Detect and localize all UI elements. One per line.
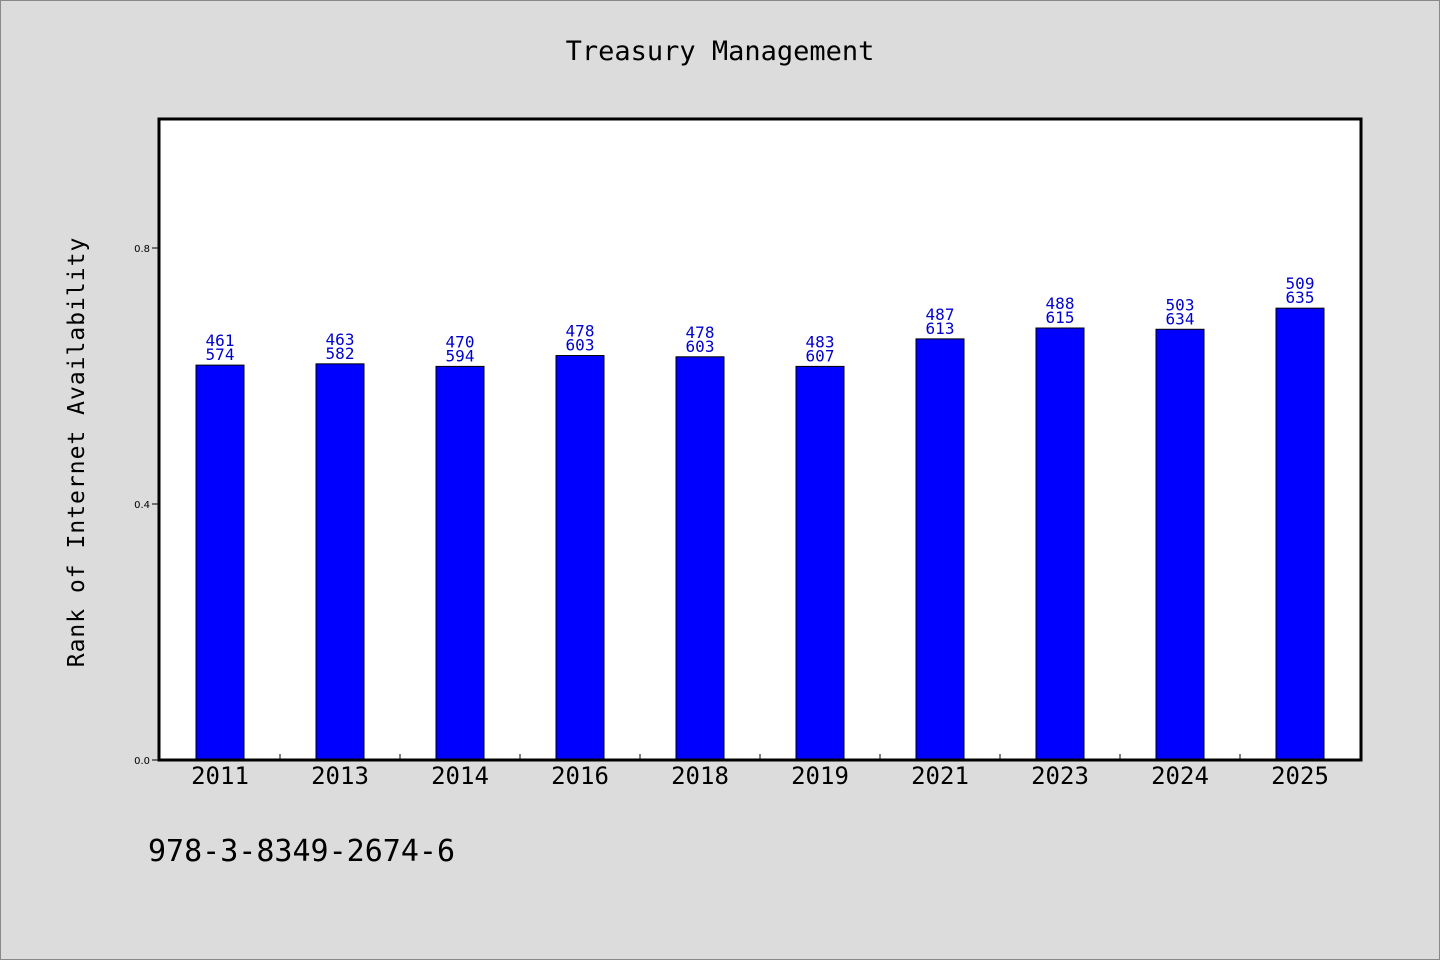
- y-tick-label: 0.0: [134, 756, 150, 767]
- x-tick-label-2018: 2018: [671, 762, 729, 790]
- footer-code: 978-3-8349-2674-6: [148, 834, 456, 869]
- bar-2013: [315, 363, 365, 761]
- bar-label-top-2023: 488: [1046, 294, 1075, 313]
- bar-2023: [1035, 327, 1085, 761]
- bar-label-bottom-2013: 582: [326, 344, 355, 363]
- bar-2016: [555, 355, 605, 761]
- bar-2018: [675, 356, 725, 761]
- x-tick-label-2021: 2021: [911, 762, 969, 790]
- plot-border: [157, 117, 1363, 762]
- bar-label-top-2021: 487: [926, 305, 955, 324]
- bar-label-top-2016: 478: [566, 322, 595, 341]
- bar-label-bottom-2019: 607: [806, 346, 835, 365]
- y-tick-label: 0.8: [134, 244, 150, 255]
- x-tick-label-2013: 2013: [311, 762, 369, 790]
- bar-label-bottom-2021: 613: [926, 319, 955, 338]
- bar-label-bottom-2025: 635: [1286, 288, 1315, 307]
- bar-label-bottom-2014: 594: [446, 346, 475, 365]
- bar-label-bottom-2011: 574: [206, 345, 235, 364]
- x-tick-label-2025: 2025: [1271, 762, 1329, 790]
- bar-label-top-2018: 478: [686, 323, 715, 342]
- bar-2014: [435, 365, 485, 761]
- bar-2011: [195, 364, 245, 761]
- bar-2019: [795, 365, 845, 761]
- x-tick-label-2011: 2011: [191, 762, 249, 790]
- bar-label-bottom-2016: 603: [566, 336, 595, 355]
- y-tick-label: 0.4: [134, 500, 150, 511]
- bar-2025: [1275, 307, 1325, 761]
- bar-2021: [915, 338, 965, 761]
- bar-label-top-2013: 463: [326, 330, 355, 349]
- bar-label-top-2024: 503: [1166, 295, 1195, 314]
- ticks-layer: 2011 2013 2014 2016 2018 2019 2021 2023 2024 2025…: [134, 244, 1329, 790]
- bar-label-top-2014: 470: [446, 332, 475, 351]
- bar-label-bottom-2023: 615: [1046, 308, 1075, 327]
- bar-label-top-2011: 461: [206, 331, 235, 350]
- bar-label-bottom-2018: 603: [686, 337, 715, 356]
- x-tick-label-2016: 2016: [551, 762, 609, 790]
- x-tick-label-2023: 2023: [1031, 762, 1089, 790]
- chart-title: Treasury Management: [566, 36, 875, 67]
- bar-2024: [1155, 328, 1205, 761]
- y-axis-label: Rank of Internet Availability: [64, 237, 90, 668]
- x-tick-label-2019: 2019: [791, 762, 849, 790]
- bar-label-top-2019: 483: [806, 332, 835, 351]
- x-tick-label-2014: 2014: [431, 762, 489, 790]
- bar-label-top-2025: 509: [1286, 274, 1315, 293]
- bar-label-bottom-2024: 634: [1166, 309, 1195, 328]
- x-tick-label-2024: 2024: [1151, 762, 1209, 790]
